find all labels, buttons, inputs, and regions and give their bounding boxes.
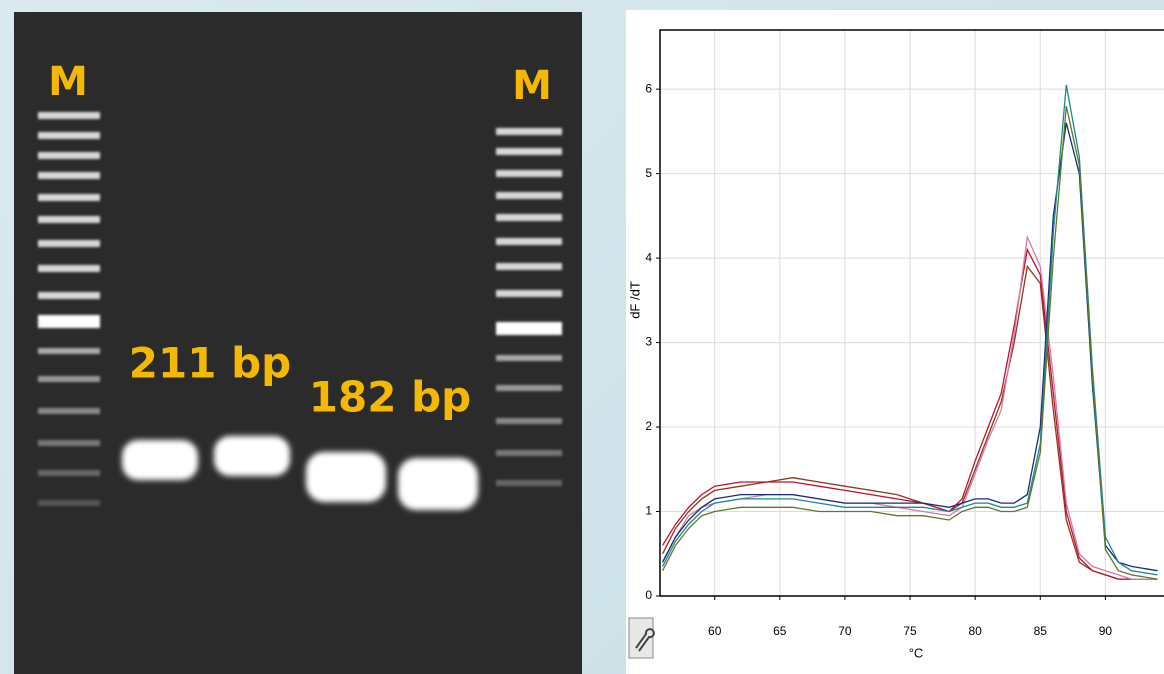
ladder-left [38,112,100,506]
band-size-label: 182 bp [309,373,471,422]
y-tick-label: 1 [645,504,652,518]
x-tick-label: 75 [903,624,917,638]
x-tick-label: 70 [838,624,852,638]
marker-label: M [512,63,552,109]
band-size-label: 211 bp [129,339,291,388]
melt-curve [662,105,1158,580]
chart-background [626,10,1164,674]
sample-bands [122,436,478,510]
x-axis-label: °C [909,645,924,660]
ladder-right [496,128,562,486]
y-tick-label: 0 [645,588,652,602]
marker-label: M [48,59,88,105]
y-tick-label: 6 [645,81,652,95]
y-tick-label: 4 [645,250,652,264]
gel-panel: M M 211 bp 182 bp [14,12,582,674]
melt-curve [662,247,1158,580]
y-axis-label: dF /dT [627,281,642,319]
x-tick-label: 85 [1034,624,1048,638]
x-tick-label: 65 [773,624,787,638]
gel-background [14,12,582,674]
wrench-icon [635,628,655,652]
y-tick-label: 2 [645,419,652,433]
plot-frame [659,29,1164,597]
x-tick-label: 80 [968,624,982,638]
y-tick-label: 3 [645,335,652,349]
x-tick-label: 90 [1099,624,1113,638]
melt-chart: dF /dT °C 0 1 2 3 4 5 6 60 65 70 75 80 85 90 [626,10,1164,674]
x-tick-label: 60 [708,624,722,638]
series-group [662,84,1158,580]
y-tick-label: 5 [645,166,652,180]
